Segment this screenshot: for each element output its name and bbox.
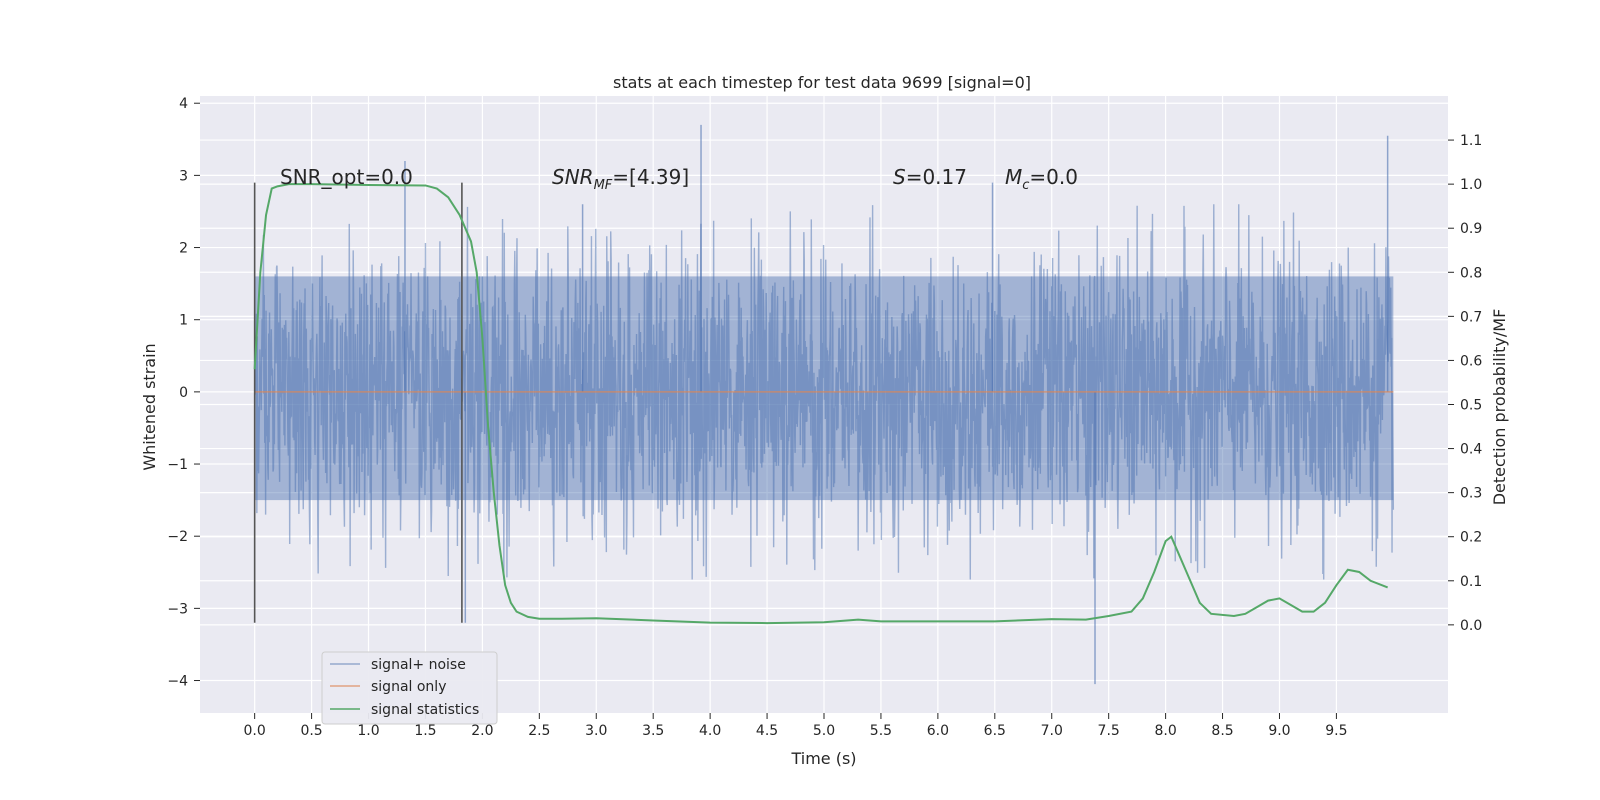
y-right-axis-ticks: 0.0 0.1 0.2 0.3 0.4 0.5 0.6 0.7 0.8 0.9 1.0 1.1 bbox=[1448, 133, 1482, 634]
y-right-axis-label: Detection probability/MF bbox=[1490, 309, 1509, 506]
x-tick-label: 2.0 bbox=[471, 723, 493, 739]
y-right-tick-label: 0.0 bbox=[1460, 618, 1482, 634]
y-right-tick-label: 1.0 bbox=[1460, 177, 1482, 193]
chart-title: stats at each timestep for test data 969… bbox=[613, 73, 1031, 92]
x-tick-label: 3.0 bbox=[585, 723, 607, 739]
x-tick-label: 0.0 bbox=[244, 723, 266, 739]
y-right-tick-label: 0.6 bbox=[1460, 353, 1482, 369]
y-left-tick-label: −4 bbox=[167, 674, 188, 690]
y-right-tick-label: 0.5 bbox=[1460, 398, 1482, 414]
snr-opt-annotation: SNR_opt=0.0 bbox=[280, 165, 413, 189]
y-left-tick-label: −3 bbox=[167, 601, 188, 617]
x-tick-label: 8.5 bbox=[1211, 723, 1233, 739]
x-tick-label: 2.5 bbox=[528, 723, 550, 739]
x-axis-label: Time (s) bbox=[790, 749, 856, 768]
s-symbol: S bbox=[893, 165, 906, 189]
x-tick-label: 4.5 bbox=[756, 723, 778, 739]
mc-value: =0.0 bbox=[1029, 165, 1078, 189]
s-annotation: S=0.17 bbox=[893, 165, 967, 189]
snr-mf-annotation: SNRMF=[4.39] bbox=[552, 165, 689, 193]
y-left-tick-label: −1 bbox=[167, 457, 188, 473]
x-tick-label: 6.0 bbox=[927, 723, 949, 739]
y-right-tick-label: 0.7 bbox=[1460, 309, 1482, 325]
series-layer bbox=[253, 124, 1395, 685]
x-tick-label: 1.5 bbox=[414, 723, 436, 739]
y-right-tick-label: 0.1 bbox=[1460, 574, 1482, 590]
series-signal-noise-band bbox=[254, 276, 1394, 501]
y-right-tick-label: 1.1 bbox=[1460, 133, 1482, 149]
x-tick-label: 8.0 bbox=[1154, 723, 1176, 739]
snr-mf-value: =[4.39] bbox=[612, 165, 689, 189]
y-right-tick-label: 0.2 bbox=[1460, 530, 1482, 546]
s-value: =0.17 bbox=[906, 165, 967, 189]
mc-subscript: c bbox=[1022, 178, 1029, 193]
x-tick-label: 7.0 bbox=[1041, 723, 1063, 739]
x-tick-label: 3.5 bbox=[642, 723, 664, 739]
mc-annotation: Mc=0.0 bbox=[1005, 165, 1078, 193]
legend-label-signal-statistics: signal statistics bbox=[371, 702, 479, 718]
legend-label-signal-noise: signal+ noise bbox=[371, 657, 466, 673]
y-left-tick-label: 3 bbox=[179, 168, 188, 184]
x-tick-label: 4.0 bbox=[699, 723, 721, 739]
y-left-tick-label: 2 bbox=[179, 241, 188, 257]
x-tick-label: 5.0 bbox=[813, 723, 835, 739]
x-axis-ticks: 0.0 0.5 1.0 1.5 2.0 2.5 3.0 3.5 4.0 4.5 5.0 5.5 6.0 6… bbox=[244, 713, 1348, 739]
legend-box bbox=[321, 651, 498, 725]
legend: signal+ noise signal only signal statist… bbox=[321, 651, 498, 725]
series-signal-statistics-line bbox=[253, 183, 1389, 625]
x-tick-label: 7.5 bbox=[1098, 723, 1120, 739]
x-tick-label: 0.5 bbox=[300, 723, 322, 739]
legend-label-signal-only: signal only bbox=[371, 679, 446, 695]
y-right-tick-label: 0.3 bbox=[1460, 486, 1482, 502]
snr-mf-symbol: SNR bbox=[552, 165, 594, 189]
x-tick-label: 9.0 bbox=[1268, 723, 1290, 739]
x-tick-label: 1.0 bbox=[357, 723, 379, 739]
y-left-axis-label: Whitened strain bbox=[140, 343, 159, 470]
mc-symbol: M bbox=[1005, 165, 1022, 189]
x-tick-label: 5.5 bbox=[870, 723, 892, 739]
y-left-axis-ticks: −4 −3 −2 −1 0 1 2 3 4 bbox=[167, 96, 200, 690]
snr-mf-subscript: MF bbox=[594, 178, 613, 193]
y-right-tick-label: 0.9 bbox=[1460, 221, 1482, 237]
y-left-tick-label: 1 bbox=[179, 313, 188, 329]
y-right-tick-label: 0.4 bbox=[1460, 442, 1482, 458]
x-tick-label: 6.5 bbox=[984, 723, 1006, 739]
y-left-tick-label: 0 bbox=[179, 385, 188, 401]
x-tick-label: 9.5 bbox=[1325, 723, 1347, 739]
y-left-tick-label: 4 bbox=[179, 96, 188, 112]
series-signal-noise-line bbox=[253, 204, 1395, 580]
y-left-tick-label: −2 bbox=[167, 529, 188, 545]
y-right-tick-label: 0.8 bbox=[1460, 265, 1482, 281]
